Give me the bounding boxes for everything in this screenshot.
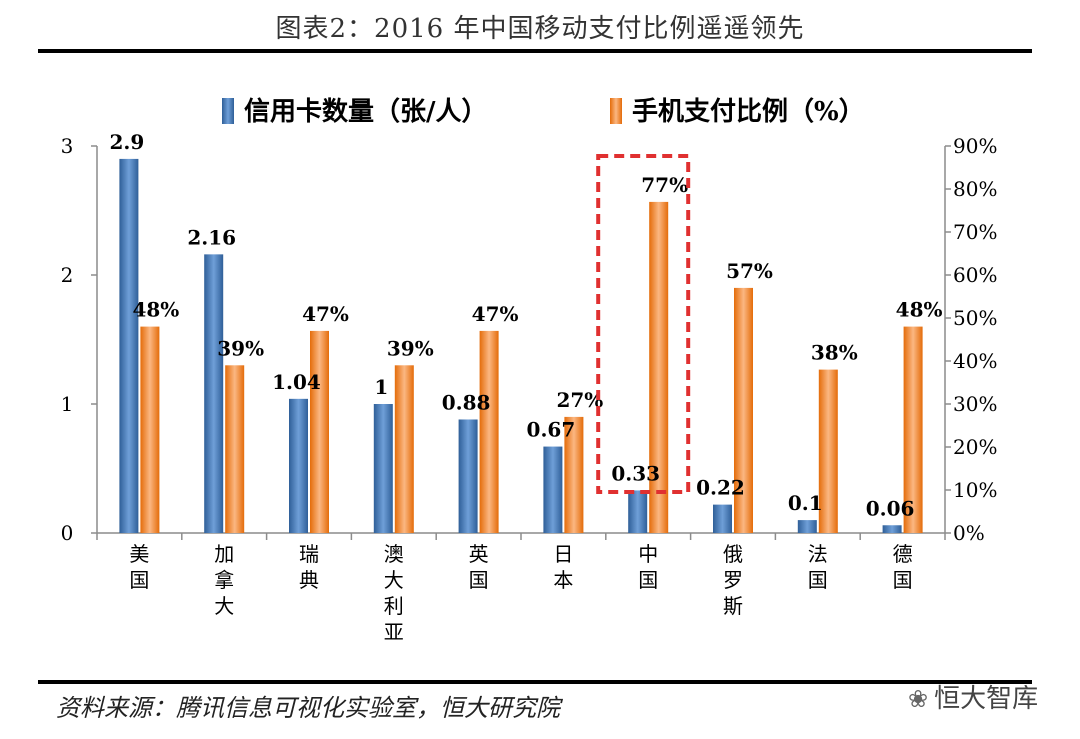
bar-credit-cards bbox=[458, 419, 478, 533]
right-tick-label: 30% bbox=[953, 392, 997, 416]
data-label-mobile-payment: 47% bbox=[302, 302, 349, 326]
data-label-credit-cards: 0.1 bbox=[788, 491, 823, 515]
legend-label-mobile-payment: 手机支付比例（%） bbox=[632, 97, 865, 127]
watermark-text: 恒大智库 bbox=[934, 684, 1039, 714]
bar-mobile-payment bbox=[818, 369, 838, 533]
bar-credit-cards bbox=[119, 158, 139, 533]
x-category-label: 俄罗斯 bbox=[723, 542, 743, 618]
left-tick-label: 3 bbox=[61, 134, 74, 158]
legend-swatch-mobile-payment bbox=[610, 98, 622, 124]
data-label-credit-cards: 1.04 bbox=[272, 370, 321, 394]
data-label-mobile-payment: 48% bbox=[896, 298, 943, 322]
x-category-label: 加拿大 bbox=[214, 542, 234, 618]
left-tick-label: 1 bbox=[61, 392, 74, 416]
data-label-credit-cards: 0.22 bbox=[696, 476, 745, 500]
bar-credit-cards bbox=[628, 490, 648, 533]
data-labels: 2.9 48% 2.16 39% 1.04 47% 1 39% 0.88 47% 0.67 27% 0.… bbox=[110, 130, 943, 520]
left-tick-label: 2 bbox=[61, 263, 74, 287]
right-tick-label: 90% bbox=[953, 134, 997, 158]
chart: 信用卡数量（张/人） 手机支付比例（%） 01230%10%20%30%40%50… bbox=[61, 97, 998, 644]
x-category-label: 澳大利亚 bbox=[384, 542, 404, 644]
data-label-credit-cards: 2.16 bbox=[187, 225, 236, 249]
bar-credit-cards bbox=[797, 520, 817, 533]
bar-credit-cards bbox=[204, 254, 224, 534]
data-label-mobile-payment: 38% bbox=[811, 341, 858, 365]
axes: 01230%10%20%30%40%50%60%70%80%90%美国加拿大瑞典… bbox=[61, 134, 998, 644]
bar-mobile-payment bbox=[225, 365, 245, 533]
legend: 信用卡数量（张/人） 手机支付比例（%） bbox=[222, 97, 865, 127]
right-tick-label: 50% bbox=[953, 306, 997, 330]
x-category-label: 日本 bbox=[553, 542, 573, 592]
wechat-icon: ❀ bbox=[908, 685, 929, 713]
x-category-label: 法国 bbox=[808, 542, 828, 592]
x-category-label: 德国 bbox=[893, 542, 913, 592]
data-label-mobile-payment: 77% bbox=[641, 173, 688, 197]
bar-credit-cards bbox=[882, 525, 902, 533]
right-tick-label: 10% bbox=[953, 478, 997, 502]
bar-credit-cards bbox=[543, 446, 563, 533]
data-label-mobile-payment: 39% bbox=[217, 336, 264, 360]
bar-mobile-payment bbox=[903, 326, 923, 533]
right-tick-label: 0% bbox=[953, 521, 985, 545]
highlight-dashed-box bbox=[596, 154, 691, 494]
data-label-mobile-payment: 27% bbox=[556, 388, 603, 412]
bar-mobile-payment bbox=[479, 330, 499, 533]
bar-credit-cards bbox=[713, 504, 732, 533]
data-label-credit-cards: 2.9 bbox=[110, 130, 145, 154]
right-tick-label: 60% bbox=[953, 263, 997, 287]
x-category-label: 美国 bbox=[129, 542, 149, 592]
source-note: 资料来源：腾讯信息可视化实验室，恒大研究院 bbox=[56, 694, 560, 722]
x-category-label: 英国 bbox=[469, 542, 489, 592]
data-label-credit-cards: 0.33 bbox=[611, 461, 660, 485]
data-label-mobile-payment: 47% bbox=[472, 302, 519, 326]
x-category-label: 瑞典 bbox=[299, 542, 319, 592]
bottom-rule bbox=[38, 680, 1032, 684]
bar-mobile-payment bbox=[310, 330, 329, 533]
right-tick-label: 20% bbox=[953, 435, 997, 459]
bar-mobile-payment bbox=[564, 416, 584, 533]
bar-mobile-payment bbox=[140, 326, 160, 533]
top-rule bbox=[38, 49, 1032, 53]
watermark: ❀ 恒大智库 bbox=[908, 678, 1038, 715]
data-label-credit-cards: 0.88 bbox=[442, 390, 491, 414]
highlight-box bbox=[596, 154, 691, 494]
bar-mobile-payment bbox=[649, 201, 669, 533]
data-label-mobile-payment: 39% bbox=[387, 336, 434, 360]
right-tick-label: 80% bbox=[953, 177, 997, 201]
data-label-mobile-payment: 48% bbox=[132, 298, 179, 322]
left-tick-label: 0 bbox=[61, 521, 74, 545]
data-label-credit-cards: 1 bbox=[374, 375, 388, 399]
x-category-label: 中国 bbox=[638, 542, 658, 592]
data-label-mobile-payment: 57% bbox=[726, 259, 773, 283]
bar-credit-cards bbox=[373, 404, 393, 533]
data-label-credit-cards: 0.06 bbox=[866, 496, 915, 520]
legend-swatch-credit-cards bbox=[222, 98, 234, 124]
legend-label-credit-cards: 信用卡数量（张/人） bbox=[244, 97, 488, 127]
bar-credit-cards bbox=[289, 398, 308, 533]
right-tick-label: 40% bbox=[953, 349, 997, 373]
bar-mobile-payment bbox=[394, 365, 414, 533]
data-label-credit-cards: 0.67 bbox=[527, 418, 576, 442]
right-tick-label: 70% bbox=[953, 220, 997, 244]
bars bbox=[119, 158, 923, 534]
figure-title: 图表2：2016 年中国移动支付比例遥遥领先 bbox=[275, 14, 805, 44]
bar-mobile-payment bbox=[734, 287, 753, 533]
